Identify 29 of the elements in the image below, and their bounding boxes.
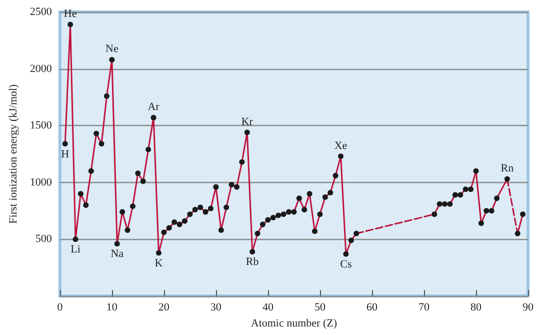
annotation: Xe [334,140,348,152]
y-tick-label: 500 [35,233,52,246]
annotation: H [61,148,70,160]
annotation: Rn [500,162,514,174]
y-tick-label: 2000 [30,62,52,75]
x-tick-label: 90 [522,302,534,314]
x-tick-label: 60 [366,302,378,314]
x-tick-label: 70 [418,302,430,314]
annotation: K [154,257,163,270]
annotation: Rb [246,256,260,268]
annotation: Li [70,244,80,256]
annotation: He [64,8,77,20]
annotation: Ar [148,101,160,114]
y-tick-label: 2500 [30,6,52,18]
annotation: Kr [241,116,254,128]
y-tick-label: 1000 [30,176,52,188]
x-tick-label: 20 [158,302,170,314]
annotation: Cs [340,258,352,270]
x-tick-label: 30 [210,302,222,314]
annotation: Ne [105,43,118,56]
x-tick-label: 40 [262,302,274,314]
x-tick-label: 80 [470,302,482,314]
annotation: Na [110,248,124,260]
x-tick-label: 0 [57,302,64,314]
y-axis-title: First ionization energy (kJ/mol) [8,84,20,224]
x-axis-title: Atomic number (Z) [250,317,338,330]
x-tick-label: 50 [314,302,326,314]
y-tick-label: 1500 [30,120,52,132]
x-tick-label: 10 [106,302,118,314]
